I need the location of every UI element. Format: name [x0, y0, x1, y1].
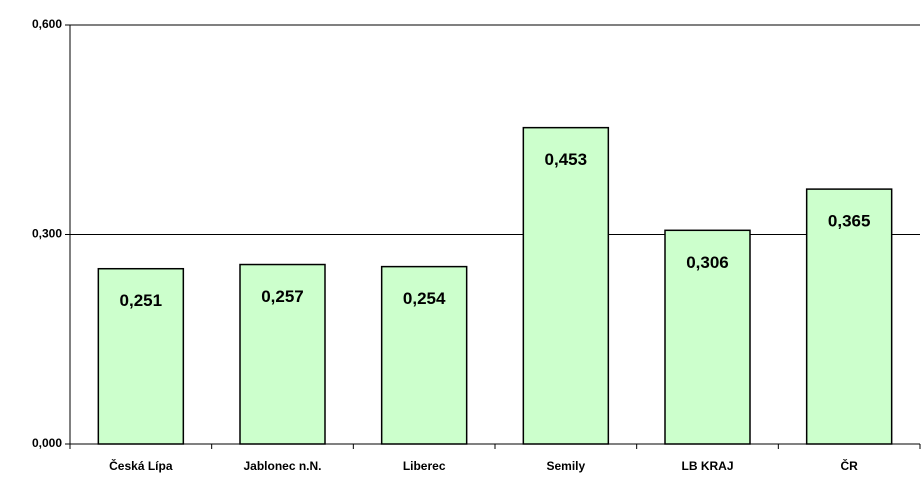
y-tick-label: 0,000	[32, 436, 62, 450]
x-tick-label: Liberec	[403, 459, 446, 473]
bar	[239, 263, 326, 445]
bar	[97, 267, 185, 445]
value-label: 0,257	[261, 287, 304, 306]
bar	[522, 126, 610, 445]
value-label: 0,365	[828, 212, 871, 231]
value-label: 0,453	[545, 150, 588, 169]
value-label: 0,251	[120, 291, 163, 310]
y-tick-label: 0,300	[32, 227, 62, 241]
bar	[380, 265, 468, 445]
x-tick-label: Česká Lípa	[109, 458, 173, 473]
x-tick-label: ČR	[840, 458, 858, 473]
bar	[664, 229, 751, 445]
value-label: 0,254	[403, 289, 446, 308]
y-tick-label: 0,600	[32, 17, 62, 31]
x-tick-label: Semily	[546, 459, 585, 473]
value-label: 0,306	[686, 253, 729, 272]
bar	[805, 188, 893, 445]
x-tick-label: LB KRAJ	[681, 459, 733, 473]
x-tick-label: Jablonec n.N.	[243, 459, 321, 473]
